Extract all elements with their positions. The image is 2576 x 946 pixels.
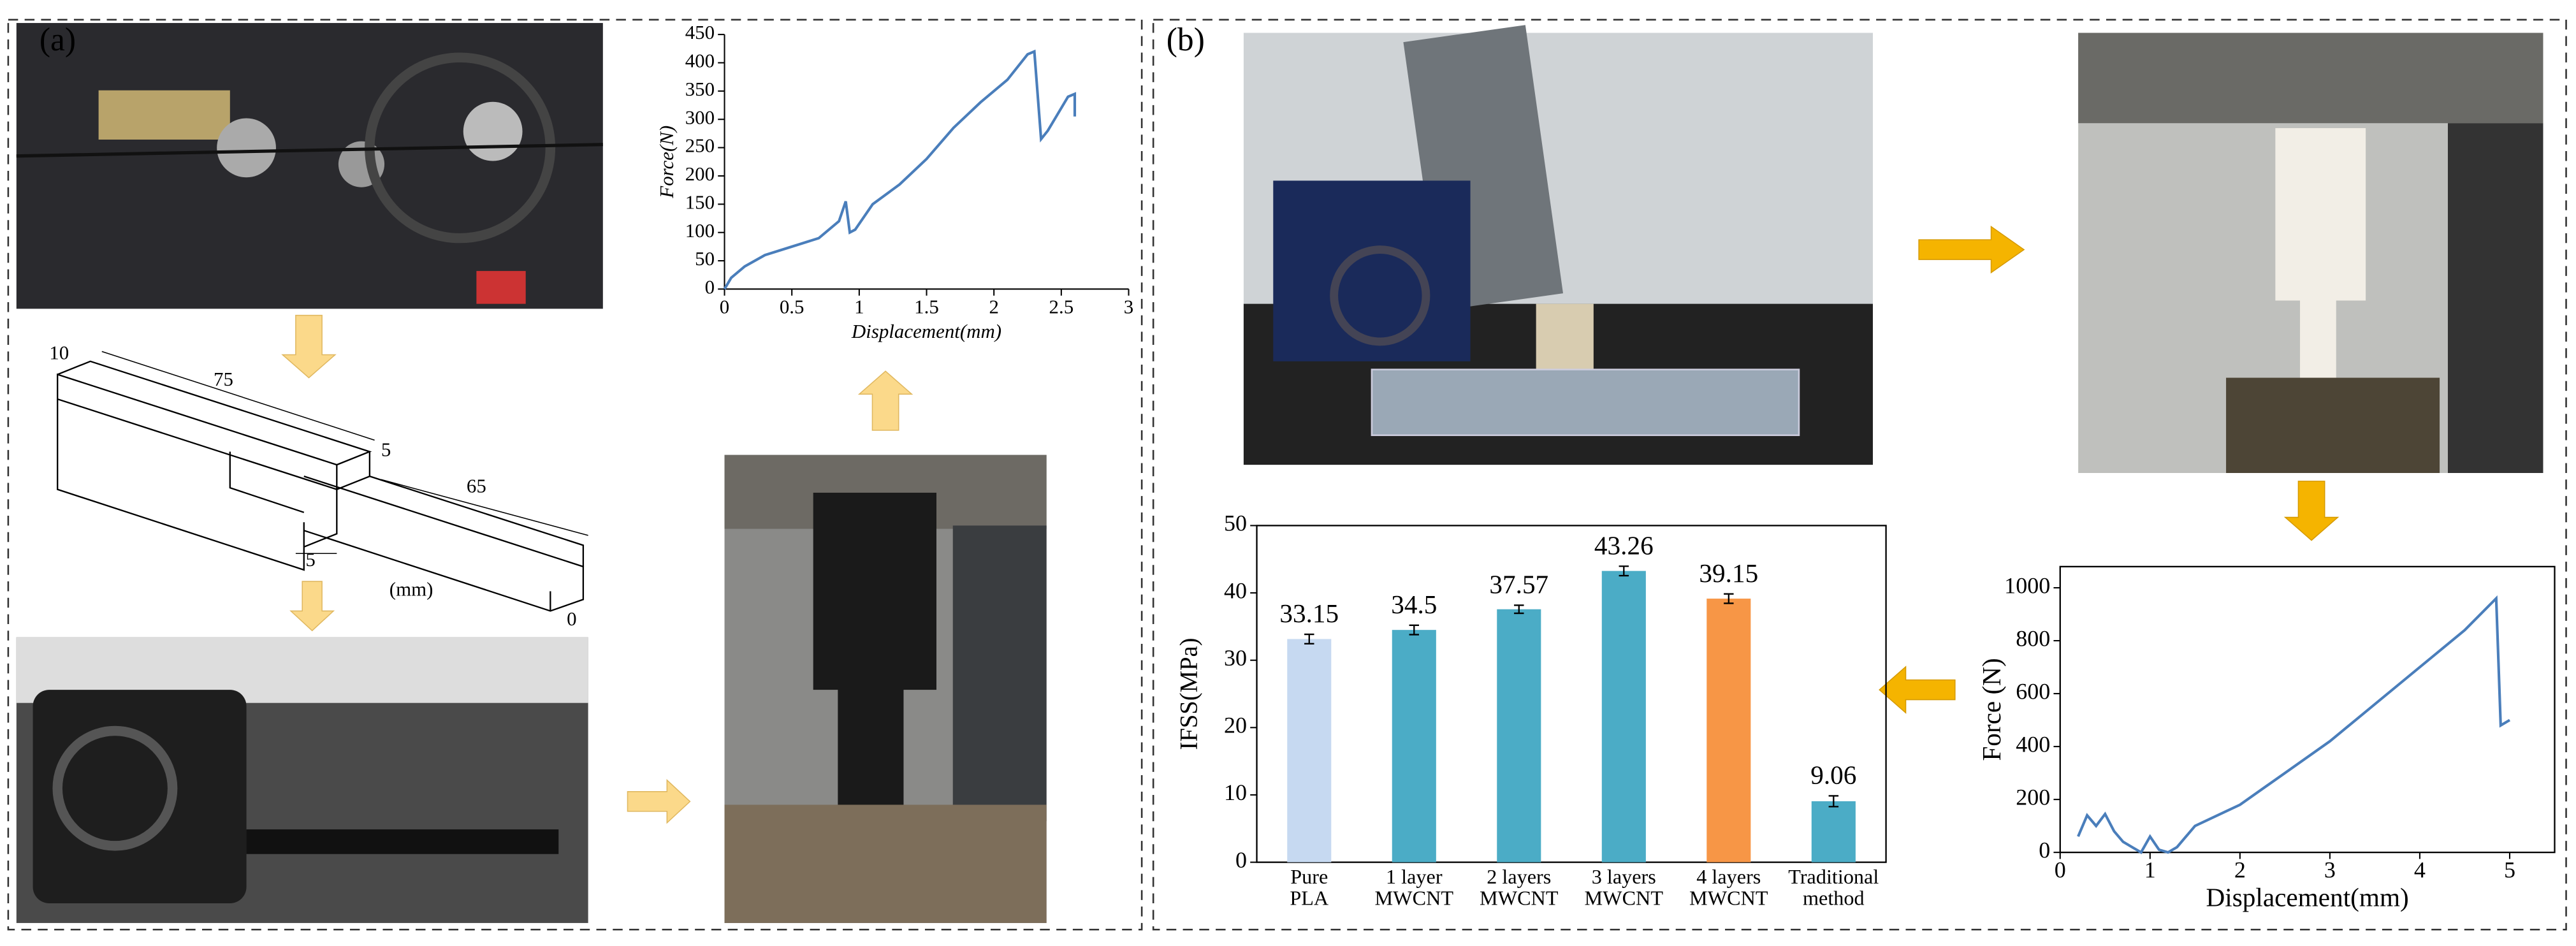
- y-tick-label: 100: [685, 219, 715, 242]
- bar: [1811, 801, 1856, 862]
- panel-label: (a): [40, 22, 76, 58]
- arrow: [281, 314, 913, 824]
- dimension-line: [101, 351, 588, 555]
- plot-frame: [1256, 525, 1887, 863]
- bar: [1497, 609, 1541, 862]
- x-tick-label-box: Traditional method: [1788, 867, 1879, 910]
- x-tick-label: 1.5: [914, 295, 939, 317]
- dimension-label: 10: [49, 342, 69, 364]
- data-line: [2077, 595, 2511, 854]
- y-tick-label: 200: [685, 163, 715, 185]
- y-tick-label: 30: [1224, 645, 1247, 671]
- value-label: 9.06: [1810, 760, 1856, 790]
- bar: [1287, 639, 1332, 862]
- dimension-label: 5: [381, 439, 391, 461]
- y-tick-label: 0: [705, 276, 715, 298]
- bar: [1392, 630, 1436, 862]
- y-tick-label: 300: [685, 106, 715, 128]
- x-tick-label: 1: [854, 295, 864, 317]
- error-bar: [1724, 593, 1734, 604]
- y-tick-label: 800: [2016, 625, 2050, 651]
- x-tick-label: 3 layers MWCNT: [1584, 867, 1664, 910]
- panel-label: (b): [1167, 22, 1205, 58]
- y-tick-label: 0: [1235, 847, 1247, 873]
- x-tick-label: 0: [720, 295, 729, 317]
- photo: [16, 637, 588, 923]
- photo: [724, 455, 1047, 923]
- x-tick-label: 5: [2504, 857, 2515, 882]
- photo: [16, 23, 603, 309]
- dimension-label: 65: [467, 474, 486, 497]
- error-bar: [1619, 565, 1629, 577]
- y-tick-label: 40: [1224, 578, 1247, 603]
- dimension-label: 5: [305, 548, 315, 571]
- y-tick-label: 200: [2016, 784, 2050, 810]
- y-axis-label: Force(N): [655, 126, 678, 199]
- x-tick-label: 0: [2055, 857, 2066, 882]
- x-tick-label-box: 4 layers MWCNT: [1689, 867, 1768, 910]
- panel-frame: [1152, 18, 2567, 931]
- x-tick-label: Pure PLA: [1290, 867, 1329, 910]
- arrow: [1879, 226, 2340, 714]
- x-tick-label: 2.5: [1049, 295, 1074, 317]
- y-tick-label: 350: [685, 78, 715, 100]
- y-tick-label: 0: [2039, 837, 2050, 862]
- photo: [2078, 33, 2543, 474]
- x-tick-label: 2: [989, 295, 998, 317]
- x-tick-label: 4 layers MWCNT: [1689, 867, 1768, 910]
- y-tick-label: 450: [685, 21, 715, 43]
- y-axis-label: IFSS(MPa): [1175, 637, 1202, 750]
- x-tick-label: 0.5: [780, 295, 804, 317]
- plot-frame: [2059, 565, 2556, 854]
- x-tick-label: 4: [2414, 857, 2426, 882]
- x-tick-label: 1: [2144, 857, 2156, 882]
- y-tick-label: 250: [685, 135, 715, 157]
- y-tick-label: 400: [2016, 731, 2050, 757]
- data-line: [723, 49, 1077, 290]
- error-bar: [1514, 604, 1524, 615]
- y-tick-label: 400: [685, 50, 715, 72]
- unit-label: (mm): [389, 578, 433, 600]
- error-bar: [1304, 633, 1314, 644]
- value-label: 39.15: [1699, 558, 1758, 588]
- x-tick-label: 3: [2324, 857, 2336, 882]
- x-axis-label: Displacement(mm): [851, 320, 1001, 342]
- bar: [1706, 599, 1751, 862]
- y-axis-label: Force (N): [1977, 658, 2007, 760]
- y-tick-label: 150: [685, 191, 715, 213]
- y-tick-label: 20: [1224, 713, 1247, 738]
- x-tick-label-box: 3 layers MWCNT: [1584, 867, 1664, 910]
- y-tick-label: 600: [2016, 678, 2050, 704]
- x-tick-label: 2: [2234, 857, 2246, 882]
- x-tick-label: Traditional method: [1788, 867, 1879, 910]
- panel-frame: [7, 18, 1143, 931]
- x-tick-label-box: 1 layer MWCNT: [1374, 867, 1454, 910]
- value-label: 34.5: [1391, 590, 1437, 619]
- dimension-label: 0: [567, 608, 576, 630]
- value-label: 33.15: [1279, 599, 1339, 628]
- x-axis-label: Displacement(mm): [2206, 882, 2409, 912]
- y-tick-label: 10: [1224, 780, 1247, 805]
- x-tick-label: 1 layer MWCNT: [1374, 867, 1454, 910]
- y-tick-label: 50: [695, 247, 715, 270]
- error-bar: [1409, 624, 1420, 636]
- bar: [1601, 571, 1646, 862]
- error-bar: [1828, 795, 1839, 808]
- x-tick-label: 3: [1124, 295, 1133, 317]
- y-tick-label: 1000: [2004, 572, 2050, 598]
- schematic: [57, 360, 585, 612]
- x-tick-label: 2 layers MWCNT: [1480, 867, 1559, 910]
- y-tick-label: 50: [1224, 511, 1247, 536]
- photo: [1243, 25, 1873, 465]
- x-tick-label-box: Pure PLA: [1290, 867, 1329, 910]
- value-label: 43.26: [1594, 530, 1654, 560]
- dimension-label: 75: [214, 368, 233, 390]
- x-tick-label-box: 2 layers MWCNT: [1480, 867, 1559, 910]
- value-label: 37.57: [1489, 570, 1548, 599]
